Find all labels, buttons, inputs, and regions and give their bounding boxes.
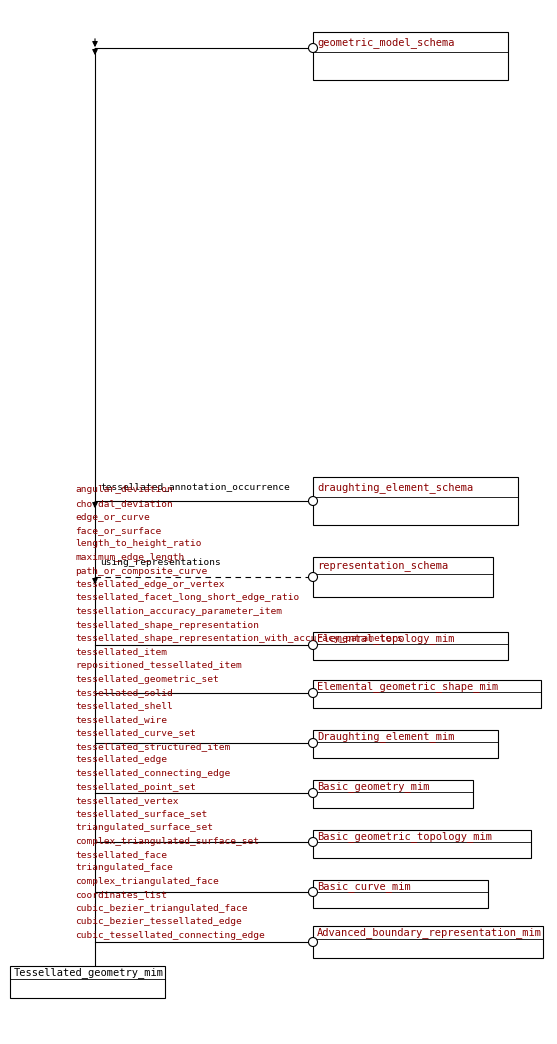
Circle shape [309, 788, 317, 798]
Text: triangulated_surface_set: triangulated_surface_set [75, 823, 213, 832]
Text: tessellated_wire: tessellated_wire [75, 715, 167, 723]
Text: Advanced_boundary_representation_mim: Advanced_boundary_representation_mim [317, 927, 542, 939]
Text: draughting_element_schema: draughting_element_schema [317, 482, 473, 493]
Bar [10, 966, 165, 998]
Text: path_or_composite_curve: path_or_composite_curve [75, 567, 207, 575]
Text: Elemental_topology_mim: Elemental_topology_mim [317, 633, 455, 643]
Text: Basic_geometric_topology_mim: Basic_geometric_topology_mim [317, 831, 492, 841]
Bar [313, 632, 508, 660]
Text: Draughting_element_mim: Draughting_element_mim [317, 731, 455, 741]
Text: tessellated_solid: tessellated_solid [75, 688, 173, 697]
Text: tessellated_face: tessellated_face [75, 850, 167, 859]
Text: tessellated_annotation_occurrence: tessellated_annotation_occurrence [100, 482, 290, 491]
Text: chordal_deviation: chordal_deviation [75, 499, 173, 508]
Circle shape [309, 572, 317, 582]
Text: tessellated_structured_item: tessellated_structured_item [75, 742, 230, 751]
Text: tessellated_item: tessellated_item [75, 647, 167, 657]
Text: tessellated_vertex: tessellated_vertex [75, 796, 178, 805]
Circle shape [309, 497, 317, 505]
Text: tessellation_accuracy_parameter_item: tessellation_accuracy_parameter_item [75, 607, 282, 616]
Text: Basic_curve_mim: Basic_curve_mim [317, 881, 411, 892]
Bar [313, 32, 508, 80]
Bar [313, 557, 493, 597]
Circle shape [309, 641, 317, 649]
Text: using_representations: using_representations [100, 557, 221, 567]
Text: angular_deviation: angular_deviation [75, 485, 173, 495]
Text: tessellated_connecting_edge: tessellated_connecting_edge [75, 769, 230, 778]
Text: tessellated_shape_representation: tessellated_shape_representation [75, 620, 259, 630]
Text: tessellated_shell: tessellated_shell [75, 702, 173, 711]
Bar [313, 680, 541, 708]
Text: tessellated_surface_set: tessellated_surface_set [75, 809, 207, 818]
Circle shape [309, 887, 317, 897]
Circle shape [309, 938, 317, 947]
Text: cubic_bezier_triangulated_face: cubic_bezier_triangulated_face [75, 904, 247, 914]
Text: tessellated_facet_long_short_edge_ratio: tessellated_facet_long_short_edge_ratio [75, 593, 299, 602]
Text: Basic_geometry_mim: Basic_geometry_mim [317, 781, 429, 791]
Text: geometric_model_schema: geometric_model_schema [317, 38, 455, 48]
Text: complex_triangulated_face: complex_triangulated_face [75, 877, 219, 886]
Text: cubic_tessellated_connecting_edge: cubic_tessellated_connecting_edge [75, 931, 265, 940]
Bar [313, 477, 518, 525]
Text: triangulated_face: triangulated_face [75, 863, 173, 873]
Text: tessellated_curve_set: tessellated_curve_set [75, 729, 196, 737]
Text: tessellated_edge: tessellated_edge [75, 756, 167, 764]
Bar [313, 730, 498, 758]
Text: cubic_bezier_tessellated_edge: cubic_bezier_tessellated_edge [75, 918, 242, 926]
Text: tessellated_geometric_set: tessellated_geometric_set [75, 674, 219, 684]
Bar [313, 830, 531, 858]
Text: maximum_edge_length: maximum_edge_length [75, 553, 184, 562]
Bar [313, 880, 488, 908]
Bar [313, 926, 543, 958]
Circle shape [309, 738, 317, 748]
Text: Tessellated_geometry_mim: Tessellated_geometry_mim [14, 968, 164, 978]
Text: tessellated_point_set: tessellated_point_set [75, 783, 196, 791]
Text: tessellated_shape_representation_with_accuracy_parameters: tessellated_shape_representation_with_ac… [75, 634, 403, 643]
Text: Elemental_geometric_shape_mim: Elemental_geometric_shape_mim [317, 681, 499, 691]
Text: tessellated_edge_or_vertex: tessellated_edge_or_vertex [75, 580, 224, 589]
Text: repositioned_tessellated_item: repositioned_tessellated_item [75, 661, 242, 670]
Text: representation_schema: representation_schema [317, 561, 448, 571]
Circle shape [309, 688, 317, 697]
Circle shape [309, 44, 317, 52]
Text: complex_triangulated_surface_set: complex_triangulated_surface_set [75, 836, 259, 846]
Bar [313, 780, 473, 808]
Text: coordinates_list: coordinates_list [75, 891, 167, 900]
Text: face_or_surface: face_or_surface [75, 526, 161, 535]
Circle shape [309, 837, 317, 847]
Text: length_to_height_ratio: length_to_height_ratio [75, 540, 202, 548]
Text: edge_or_curve: edge_or_curve [75, 513, 150, 522]
